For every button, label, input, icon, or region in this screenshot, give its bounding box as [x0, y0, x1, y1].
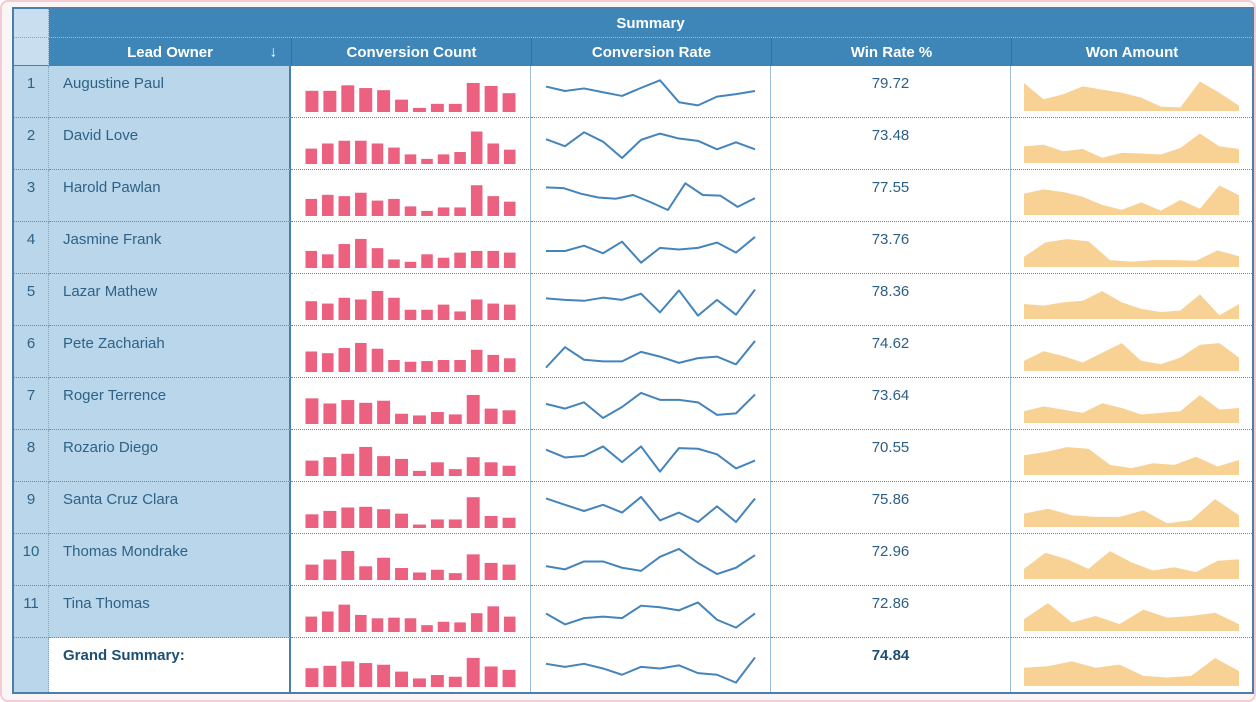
- win-rate-value: 72.86: [771, 586, 1011, 638]
- conversion-rate-line-sparkline[interactable]: [531, 586, 771, 638]
- conversion-count-bar-sparkline[interactable]: [291, 586, 531, 638]
- row-index: 3: [14, 170, 49, 222]
- lead-owner-cell: Tina Thomas: [49, 586, 291, 638]
- grand-summary-label: Grand Summary:: [49, 638, 291, 692]
- conversion-rate-line-sparkline[interactable]: [531, 170, 771, 222]
- conversion-rate-line-sparkline[interactable]: [531, 326, 771, 378]
- conversion-rate-line-sparkline[interactable]: [531, 534, 771, 586]
- table-row: 7 Roger Terrence 73.64: [14, 378, 1252, 430]
- conversion-rate-line-sparkline[interactable]: [531, 378, 771, 430]
- win-rate-value: 74.62: [771, 326, 1011, 378]
- conversion-rate-line-sparkline[interactable]: [531, 222, 771, 274]
- row-index: 7: [14, 378, 49, 430]
- won-amount-area-sparkline[interactable]: [1011, 638, 1252, 692]
- table-row: 6 Pete Zachariah 74.62: [14, 326, 1252, 378]
- summary-band: Summary: [14, 9, 1252, 38]
- column-header-lead-owner[interactable]: Lead Owner ↓: [49, 38, 291, 66]
- conversion-count-bar-sparkline[interactable]: [291, 638, 531, 692]
- table-row: 10 Thomas Mondrake 72.96: [14, 534, 1252, 586]
- won-amount-area-sparkline[interactable]: [1011, 274, 1252, 326]
- conversion-rate-line-sparkline[interactable]: [531, 430, 771, 482]
- summary-title: Summary: [49, 9, 1252, 38]
- win-rate-value: 73.48: [771, 118, 1011, 170]
- conversion-count-bar-sparkline[interactable]: [291, 326, 531, 378]
- conversion-count-bar-sparkline[interactable]: [291, 118, 531, 170]
- won-amount-area-sparkline[interactable]: [1011, 534, 1252, 586]
- won-amount-area-sparkline[interactable]: [1011, 170, 1252, 222]
- conversion-count-bar-sparkline[interactable]: [291, 534, 531, 586]
- row-index: 4: [14, 222, 49, 274]
- column-header-conversion-rate[interactable]: Conversion Rate: [531, 38, 771, 66]
- lead-owner-cell: Thomas Mondrake: [49, 534, 291, 586]
- column-header-conversion-count[interactable]: Conversion Count: [291, 38, 531, 66]
- lead-owner-cell: Jasmine Frank: [49, 222, 291, 274]
- win-rate-value: 70.55: [771, 430, 1011, 482]
- table-row: 5 Lazar Mathew 78.36: [14, 274, 1252, 326]
- column-header-row: Lead Owner ↓ Conversion Count Conversion…: [14, 38, 1252, 66]
- row-index: 9: [14, 482, 49, 534]
- table-body: 1 Augustine Paul 79.72 2 David Love 73.4…: [14, 66, 1252, 692]
- win-rate-value: 72.96: [771, 534, 1011, 586]
- won-amount-area-sparkline[interactable]: [1011, 482, 1252, 534]
- won-amount-area-sparkline[interactable]: [1011, 222, 1252, 274]
- conversion-rate-line-sparkline[interactable]: [531, 274, 771, 326]
- lead-owner-cell: Lazar Mathew: [49, 274, 291, 326]
- row-index: 11: [14, 586, 49, 638]
- won-amount-area-sparkline[interactable]: [1011, 430, 1252, 482]
- row-index: 8: [14, 430, 49, 482]
- table-row: 1 Augustine Paul 79.72: [14, 66, 1252, 118]
- column-header-win-rate[interactable]: Win Rate %: [771, 38, 1011, 66]
- conversion-count-bar-sparkline[interactable]: [291, 170, 531, 222]
- conversion-count-bar-sparkline[interactable]: [291, 222, 531, 274]
- table-row: 2 David Love 73.48: [14, 118, 1252, 170]
- lead-owner-cell: Roger Terrence: [49, 378, 291, 430]
- row-index: 2: [14, 118, 49, 170]
- grand-summary-row: Grand Summary: 74.84: [14, 638, 1252, 692]
- win-rate-value: 77.55: [771, 170, 1011, 222]
- conversion-count-bar-sparkline[interactable]: [291, 430, 531, 482]
- table-row: 9 Santa Cruz Clara 75.86: [14, 482, 1252, 534]
- row-index: 6: [14, 326, 49, 378]
- conversion-count-bar-sparkline[interactable]: [291, 274, 531, 326]
- lead-owner-cell: David Love: [49, 118, 291, 170]
- won-amount-area-sparkline[interactable]: [1011, 586, 1252, 638]
- conversion-count-bar-sparkline[interactable]: [291, 482, 531, 534]
- corner-cell: [14, 9, 49, 38]
- column-label-lead-owner: Lead Owner: [127, 43, 213, 61]
- table-row: 11 Tina Thomas 72.86: [14, 586, 1252, 638]
- table-row: 3 Harold Pawlan 77.55: [14, 170, 1252, 222]
- conversion-count-bar-sparkline[interactable]: [291, 66, 531, 118]
- lead-owner-cell: Harold Pawlan: [49, 170, 291, 222]
- sort-descending-icon[interactable]: ↓: [269, 43, 278, 61]
- conversion-rate-line-sparkline[interactable]: [531, 638, 771, 692]
- win-rate-value: 75.86: [771, 482, 1011, 534]
- won-amount-area-sparkline[interactable]: [1011, 378, 1252, 430]
- won-amount-area-sparkline[interactable]: [1011, 118, 1252, 170]
- conversion-rate-line-sparkline[interactable]: [531, 482, 771, 534]
- won-amount-area-sparkline[interactable]: [1011, 66, 1252, 118]
- row-index: 1: [14, 66, 49, 118]
- conversion-rate-line-sparkline[interactable]: [531, 66, 771, 118]
- conversion-count-bar-sparkline[interactable]: [291, 378, 531, 430]
- table-row: 8 Rozario Diego 70.55: [14, 430, 1252, 482]
- win-rate-value: 74.84: [771, 638, 1011, 692]
- lead-owner-cell: Rozario Diego: [49, 430, 291, 482]
- win-rate-value: 73.64: [771, 378, 1011, 430]
- win-rate-value: 73.76: [771, 222, 1011, 274]
- column-header-won-amount[interactable]: Won Amount: [1011, 38, 1252, 66]
- row-number-column-header: [14, 38, 49, 66]
- conversion-rate-line-sparkline[interactable]: [531, 118, 771, 170]
- lead-owner-cell: Augustine Paul: [49, 66, 291, 118]
- won-amount-area-sparkline[interactable]: [1011, 326, 1252, 378]
- row-index: 5: [14, 274, 49, 326]
- win-rate-value: 79.72: [771, 66, 1011, 118]
- row-index: [14, 638, 49, 692]
- lead-owner-cell: Santa Cruz Clara: [49, 482, 291, 534]
- row-index: 10: [14, 534, 49, 586]
- summary-table: Summary Lead Owner ↓ Conversion Count Co…: [12, 7, 1254, 694]
- lead-owner-cell: Pete Zachariah: [49, 326, 291, 378]
- win-rate-value: 78.36: [771, 274, 1011, 326]
- table-row: 4 Jasmine Frank 73.76: [14, 222, 1252, 274]
